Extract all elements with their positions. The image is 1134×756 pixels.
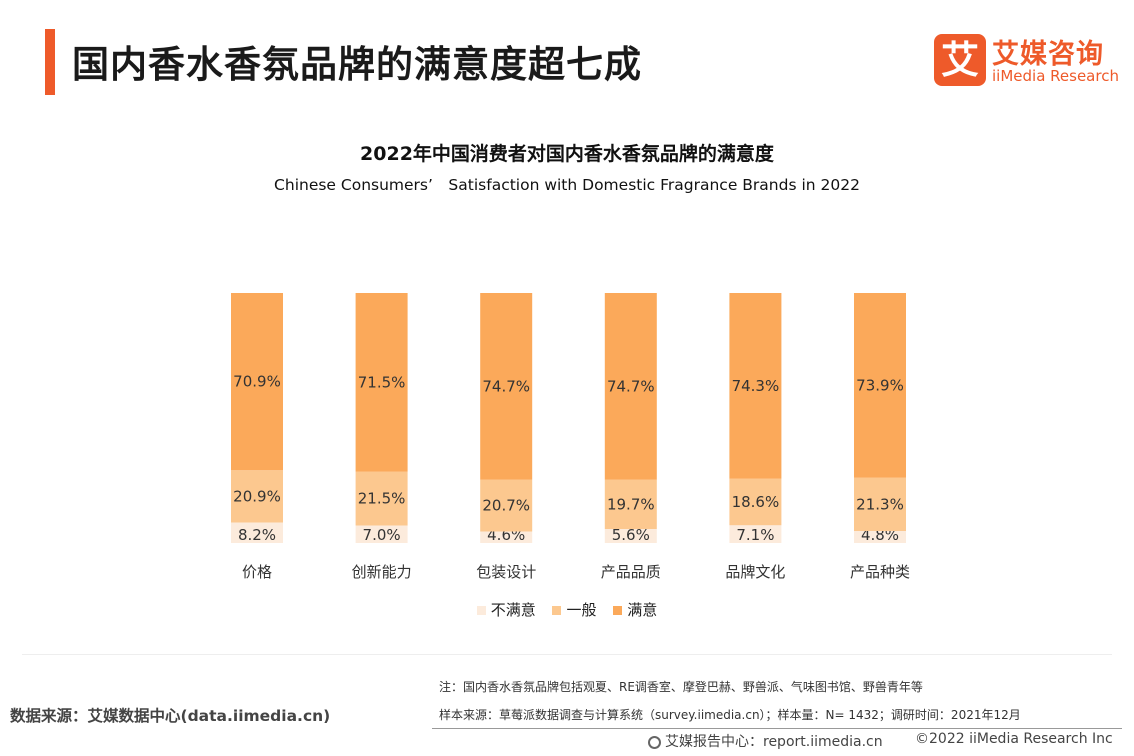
data-label-satisfied: 74.7% xyxy=(482,377,530,395)
data-label-unsatisfied: 7.1% xyxy=(736,526,774,544)
bar-segment-unsatisfied xyxy=(854,531,906,543)
legend-label-neutral: 一般 xyxy=(566,601,597,619)
x-tick-label: 产品种类 xyxy=(850,563,910,581)
bar-segment-satisfied xyxy=(480,293,533,480)
legend-label-unsatisfied: 不满意 xyxy=(490,601,536,619)
globe-icon xyxy=(648,736,661,749)
data-label-satisfied: 74.3% xyxy=(732,377,780,395)
data-label-unsatisfied: 5.6% xyxy=(612,526,650,544)
data-label-neutral: 21.3% xyxy=(856,495,904,513)
logo-name-cn: 艾媒咨询 xyxy=(992,39,1104,70)
bar-segment-satisfied xyxy=(854,293,906,478)
stacked-bar-chart: 8.2%20.9%70.9%价格7.0%21.5%71.5%创新能力4.6%20… xyxy=(231,293,910,581)
report-center-text: 艾媒报告中心：report.iimedia.cn xyxy=(665,734,883,750)
bar-segment-unsatisfied xyxy=(729,525,782,543)
footer-rule xyxy=(432,728,1122,729)
bar-segment-neutral xyxy=(355,471,408,526)
x-tick-label: 价格 xyxy=(242,563,272,581)
data-label-satisfied: 70.9% xyxy=(233,373,281,391)
data-label-neutral: 21.5% xyxy=(358,490,406,508)
report-center: 艾媒报告中心：report.iimedia.cn xyxy=(648,731,883,751)
chart-legend: 不满意 一般 满意 xyxy=(0,599,1134,620)
chart-subtitle: Chinese Consumers’ Satisfaction with Dom… xyxy=(274,176,860,194)
bar-segment-satisfied xyxy=(231,293,283,471)
legend-item-unsatisfied: 不满意 xyxy=(476,599,536,620)
footer-note: 注：国内香水香氛品牌包括观夏、RE调香室、摩登巴赫、野兽派、气味图书馆、野兽青年… xyxy=(439,680,923,694)
data-label-neutral: 18.6% xyxy=(732,493,780,511)
data-label-satisfied: 74.7% xyxy=(607,377,655,395)
x-tick-label: 品牌文化 xyxy=(725,563,785,581)
data-source: 数据来源：艾媒数据中心(data.iimedia.cn) xyxy=(10,707,331,725)
bar-segment-neutral xyxy=(854,477,906,531)
data-label-neutral: 20.7% xyxy=(482,497,530,515)
bar-segment-satisfied xyxy=(604,293,657,480)
copyright: ©2022 iiMedia Research Inc xyxy=(915,731,1113,747)
bar-segment-neutral xyxy=(604,479,657,529)
legend-swatch-unsatisfied xyxy=(476,606,486,615)
legend-item-neutral: 一般 xyxy=(552,599,597,620)
bar-segment-unsatisfied xyxy=(480,531,533,543)
data-label-satisfied: 73.9% xyxy=(856,376,904,394)
bar-segment-unsatisfied xyxy=(604,529,657,543)
bar-segment-neutral xyxy=(231,470,283,523)
x-tick-label: 创新能力 xyxy=(352,563,412,581)
data-label-unsatisfied: 7.0% xyxy=(363,526,401,544)
chart-title: 2022年中国消费者对国内香水香氛品牌的满意度 xyxy=(360,143,774,165)
legend-label-satisfied: 满意 xyxy=(627,601,658,619)
data-label-satisfied: 71.5% xyxy=(358,373,406,391)
iimedia-logo: 艾 艾媒咨询 iiMedia Research xyxy=(934,34,1119,88)
sample-info: 样本来源：草莓派数据调查与计算系统（survey.iimedia.cn）；样本量… xyxy=(439,708,1021,722)
bar-segment-unsatisfied xyxy=(355,525,408,543)
bar-segment-neutral xyxy=(480,479,533,532)
x-tick-label: 包装设计 xyxy=(476,563,536,581)
x-tick-label: 产品品质 xyxy=(601,563,661,581)
bar-segment-satisfied xyxy=(355,293,408,472)
logo-mark-icon: 艾 xyxy=(934,34,986,86)
data-label-neutral: 19.7% xyxy=(607,495,655,513)
data-label-unsatisfied: 8.2% xyxy=(238,526,276,544)
legend-swatch-satisfied xyxy=(613,606,623,615)
title-accent-bar xyxy=(45,29,55,95)
bar-segment-unsatisfied xyxy=(231,522,283,543)
data-label-neutral: 20.9% xyxy=(233,487,281,505)
legend-item-satisfied: 满意 xyxy=(613,599,657,620)
legend-swatch-neutral xyxy=(552,606,562,615)
bar-segment-satisfied xyxy=(729,293,782,479)
footer-divider xyxy=(22,654,1112,655)
logo-name-en: iiMedia Research xyxy=(992,67,1119,85)
bar-segment-neutral xyxy=(729,478,782,526)
page-title: 国内香水香氛品牌的满意度超七成 xyxy=(72,43,642,86)
